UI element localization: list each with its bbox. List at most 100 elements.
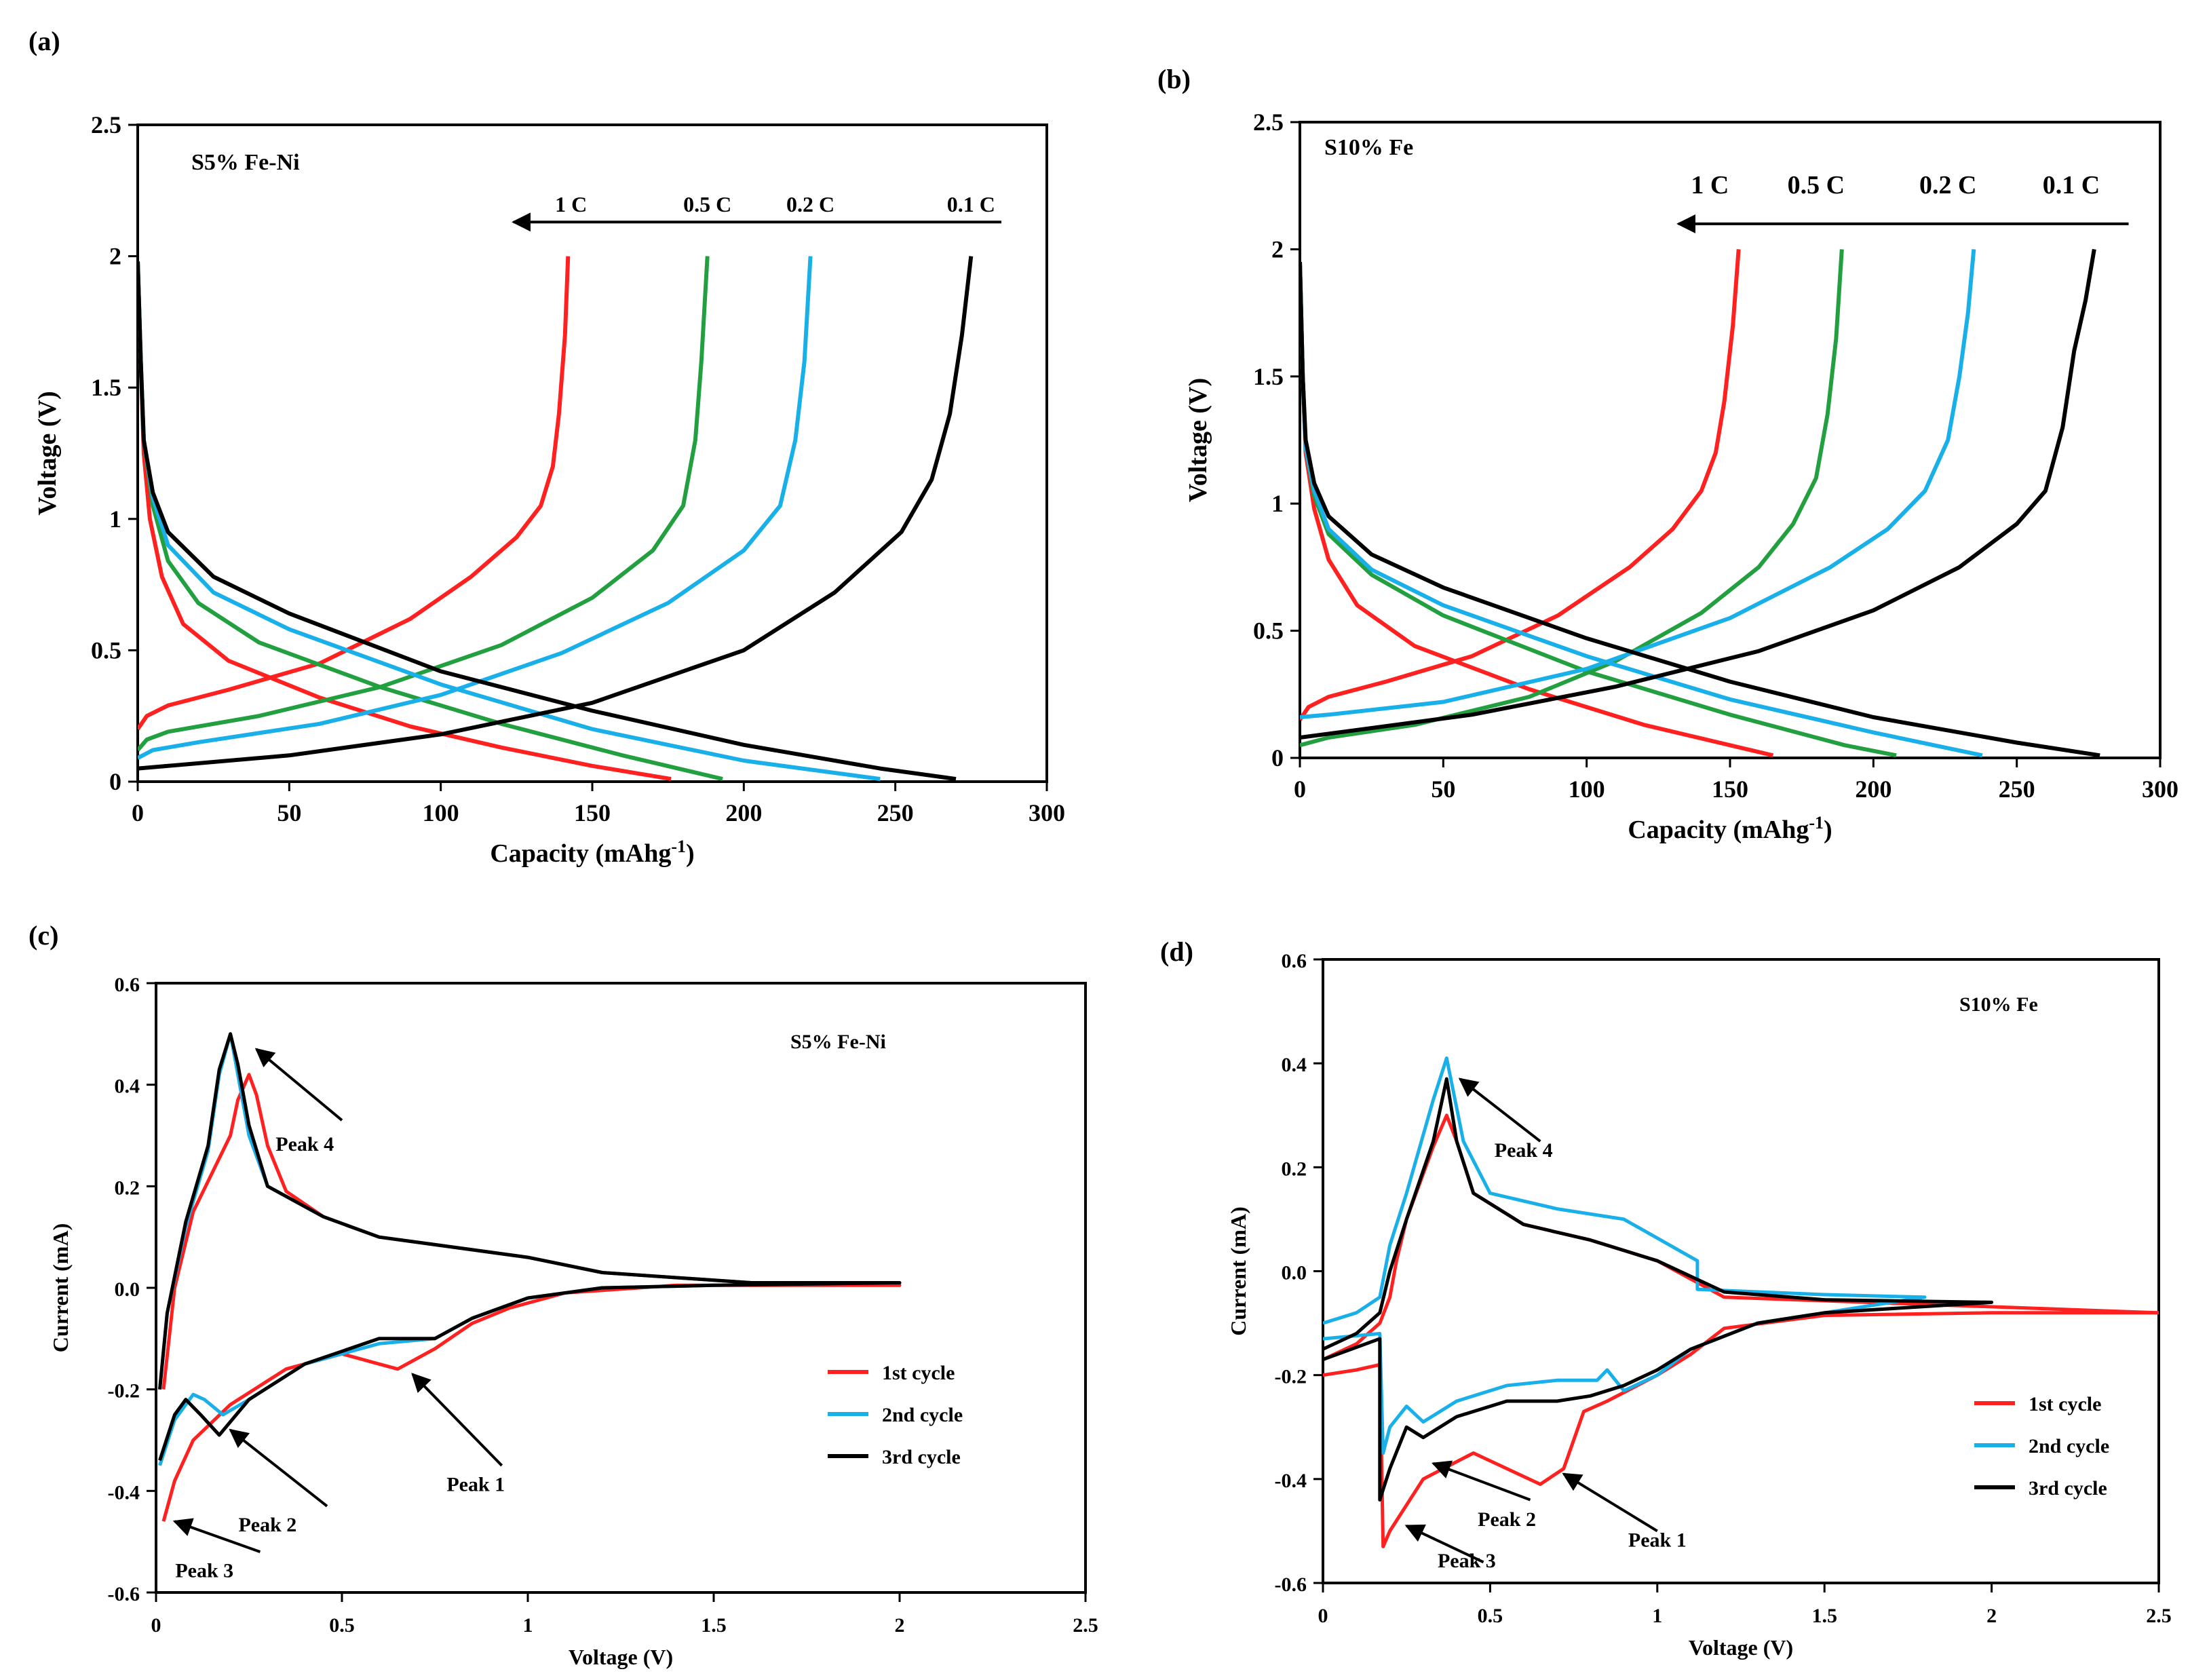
- series-0-5C-charge-line: [138, 256, 710, 752]
- x-tick-label: 2.5: [2146, 1605, 2172, 1627]
- y-axis-title: Current (mA): [1226, 1206, 1250, 1335]
- x-axis-title: Voltage (V): [569, 1645, 673, 1669]
- y-tick-label: 1: [109, 505, 121, 533]
- x-tick-label: 0.5: [1478, 1605, 1503, 1627]
- x-tick-label: 0.5: [329, 1614, 355, 1637]
- series-0-5C-charge-line: [1300, 249, 1844, 748]
- y-tick-label: 2: [1271, 235, 1284, 263]
- legend-label: 2nd cycle: [2029, 1435, 2109, 1457]
- panel-d: (d) 0 0.5 1 1.5 2 2.5 -0.6 -0.4 -0.2 0.0 0.2 0.4 0.6 V…: [1160, 936, 2172, 1660]
- y-tick-label: 0.2: [115, 1177, 140, 1199]
- x-tick-label: 2.5: [1073, 1614, 1098, 1637]
- annotation-arrow: [1562, 1472, 1658, 1533]
- annotation-arrow: [1404, 1524, 1484, 1564]
- series-1C-charge-line: [1300, 249, 1741, 721]
- inset-label: S5% Fe-Ni: [790, 1031, 886, 1053]
- y-tick-label: 0.6: [1282, 950, 1307, 972]
- x-tick-label: 300: [2142, 776, 2178, 803]
- inset-label: S5% Fe-Ni: [191, 150, 300, 175]
- annotation-label: Peak 3: [175, 1560, 233, 1582]
- x-tick-label: 0: [1318, 1605, 1328, 1627]
- x-tick-label: 250: [877, 799, 914, 826]
- y-tick-label: 0.4: [115, 1075, 140, 1098]
- panel-a: (a) 0 50 100 150 200 250 300 0 0.5 1 1.5 2 2.5 Capacit…: [28, 26, 1065, 868]
- series-0-1C-charge-line: [138, 256, 974, 771]
- rate-label: 1 C: [1691, 171, 1729, 199]
- data-layer: [158, 1032, 902, 1522]
- y-tick-label: -0.4: [108, 1481, 140, 1504]
- series-3rd-cycle-line: [1323, 1077, 1994, 1502]
- y-tick-label: -0.2: [108, 1380, 140, 1402]
- x-axis-title-superscript: -1: [1809, 813, 1824, 833]
- x-tick-label: 0: [132, 799, 144, 826]
- legend-label: 3rd cycle: [2029, 1477, 2107, 1500]
- annotation-arrow: [411, 1373, 503, 1467]
- series-0-1C-discharge-line: [1300, 262, 2100, 758]
- y-tick-label: 1.5: [91, 374, 121, 401]
- x-tick-label: 50: [277, 799, 301, 826]
- x-tick-label: 250: [1999, 776, 2035, 803]
- y-tick-label: 2.5: [91, 111, 121, 138]
- y-tick-label: 1: [1271, 490, 1284, 517]
- inset-label: S10% Fe: [1324, 135, 1413, 160]
- x-tick-label: 2: [895, 1614, 905, 1637]
- annotation-label: Peak 2: [238, 1514, 296, 1536]
- y-tick-label: 1.5: [1253, 363, 1284, 390]
- x-axis-title: Capacity (mAhg-1): [1628, 813, 1832, 844]
- x-tick-label: 300: [1029, 799, 1065, 826]
- x-tick-label: 100: [1569, 776, 1605, 803]
- y-tick-label: 0.0: [115, 1278, 140, 1301]
- panel-label: (d): [1160, 936, 1193, 967]
- y-tick-label: 0: [109, 768, 121, 795]
- annotation-arrow: [172, 1518, 261, 1554]
- series-0-5C-discharge-line: [138, 261, 723, 782]
- annotation-label: Peak 3: [1438, 1550, 1496, 1572]
- annotation-arrow: [254, 1048, 343, 1122]
- y-tick-label: 2: [109, 243, 121, 270]
- data-layer: [1323, 1056, 2159, 1548]
- legend-label: 1st cycle: [882, 1362, 955, 1384]
- series-0-2C-charge-line: [138, 256, 813, 760]
- y-tick-label: 0: [1271, 744, 1284, 771]
- plot-frame: [1299, 121, 2162, 759]
- data-layer: [1300, 248, 2100, 758]
- data-layer: [138, 256, 974, 782]
- x-tick-label: 0: [151, 1614, 161, 1637]
- rate-label: 0.2 C: [786, 192, 834, 216]
- annotation-label: Peak 2: [1478, 1508, 1536, 1531]
- legend-label: 1st cycle: [2029, 1393, 2101, 1415]
- series-3rd-cycle-line: [158, 1032, 902, 1462]
- x-tick-label: 100: [423, 799, 459, 826]
- panel-label: (a): [28, 26, 60, 56]
- annotation-arrow: [1458, 1077, 1541, 1143]
- x-axis-title-end: ): [1824, 816, 1832, 844]
- series-1C-charge-line: [138, 256, 571, 731]
- rate-label: 0.5 C: [683, 192, 731, 216]
- annotation-label: Peak 4: [275, 1133, 334, 1156]
- y-tick-label: 0.4: [1282, 1054, 1307, 1076]
- legend-label: 3rd cycle: [882, 1446, 961, 1468]
- y-tick-label: 0.0: [1282, 1262, 1307, 1284]
- rate-label: 0.1 C: [2043, 171, 2100, 199]
- x-axis-title: Capacity (mAhg-1): [490, 837, 694, 868]
- x-tick-label: 1.5: [701, 1614, 727, 1637]
- annotation-label: Peak 4: [1495, 1139, 1553, 1162]
- rate-label: 0.2 C: [1919, 171, 1976, 199]
- y-tick-label: -0.4: [1275, 1470, 1307, 1492]
- panel-label: (c): [28, 920, 58, 951]
- annotation-label: Peak 1: [446, 1473, 505, 1495]
- rate-label: 0.1 C: [947, 192, 995, 216]
- y-axis-title: Voltage (V): [1184, 378, 1212, 502]
- x-tick-label: 200: [725, 799, 762, 826]
- y-tick-label: 2.5: [1253, 109, 1284, 136]
- panel-b: (b) 0 50 100 150 200 250 300 0 0.5 1 1.5 2 2.5 Capacit…: [1157, 64, 2178, 844]
- x-tick-label: 2: [1986, 1605, 1997, 1627]
- rate-label: 0.5 C: [1788, 171, 1845, 199]
- rate-label: 1 C: [555, 192, 587, 216]
- x-axis-title: Voltage (V): [1689, 1635, 1793, 1660]
- x-tick-label: 150: [574, 799, 611, 826]
- y-tick-label: -0.2: [1275, 1366, 1307, 1388]
- x-tick-label: 200: [1855, 776, 1891, 803]
